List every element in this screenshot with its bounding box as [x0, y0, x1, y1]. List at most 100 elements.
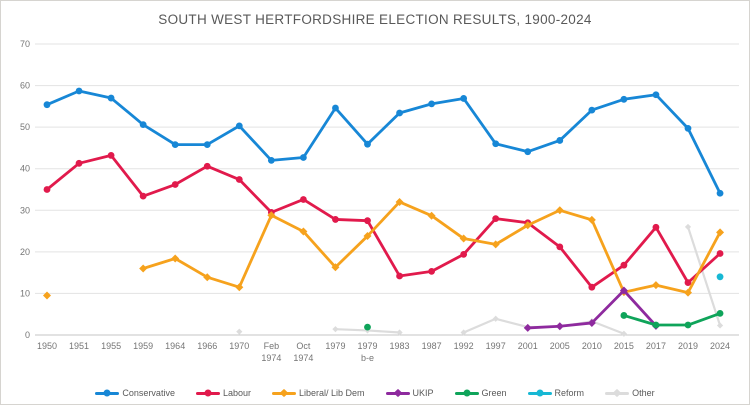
legend-item-green: Green — [454, 388, 507, 398]
x-tick-label: 2024 — [710, 341, 730, 351]
x-tick-label: 2010 — [582, 341, 602, 351]
data-point-liberal-lib-dem — [459, 234, 468, 243]
x-tick-label: 1959 — [133, 341, 153, 351]
data-point-conservative — [524, 148, 532, 156]
x-tick-label: 2005 — [550, 341, 570, 351]
x-tick-label: 1983 — [390, 341, 410, 351]
data-point-conservative — [267, 157, 275, 164]
data-point-labour — [492, 215, 500, 223]
data-point-conservative — [139, 121, 147, 129]
data-point-liberal-lib-dem — [523, 221, 532, 230]
data-point-liberal-lib-dem — [491, 240, 500, 249]
y-tick-label: 40 — [20, 164, 30, 174]
legend-label-ukip: UKIP — [412, 388, 434, 398]
legend-item-other: Other — [605, 388, 655, 398]
x-tick-label: 1987 — [422, 341, 442, 351]
data-point-liberal-lib-dem — [43, 291, 51, 300]
data-point-conservative — [364, 140, 371, 148]
data-point-conservative — [492, 140, 500, 148]
data-point-conservative — [43, 101, 51, 109]
legend-label-labour: Labour — [222, 388, 251, 398]
legend-dot-ukip — [393, 388, 402, 398]
data-point-liberal-lib-dem — [427, 211, 436, 220]
data-point-labour — [428, 267, 435, 275]
legend-marker-labour — [195, 389, 220, 397]
legend-marker-green — [454, 389, 479, 397]
legend-item-reform: Reform — [527, 388, 585, 398]
data-point-ukip — [619, 286, 628, 295]
data-point-labour — [588, 283, 596, 291]
data-point-other — [460, 329, 467, 336]
data-point-liberal-lib-dem — [235, 283, 244, 292]
legend-item-liberal-lib-dem: Liberal/ Lib Dem — [271, 388, 365, 398]
data-point-labour — [107, 152, 115, 159]
x-tick-label: 2015 — [614, 341, 634, 351]
data-point-ukip — [587, 318, 596, 327]
data-point-other — [236, 328, 243, 335]
data-point-liberal-lib-dem — [587, 215, 596, 224]
data-point-labour — [556, 243, 564, 251]
y-tick-label: 0 — [25, 330, 30, 340]
legend-marker-other — [605, 388, 630, 398]
legend-dot-other — [612, 388, 622, 398]
x-tick-label: 1992 — [454, 341, 474, 351]
data-point-liberal-lib-dem — [171, 254, 180, 263]
data-point-conservative — [332, 104, 339, 112]
series-line-labour — [45, 154, 722, 289]
legend-label-green: Green — [481, 388, 507, 398]
y-tick-label: 20 — [20, 247, 30, 257]
legend-marker-reform — [527, 389, 552, 397]
data-point-labour — [716, 250, 724, 257]
legend-marker-ukip — [385, 388, 410, 398]
legend-dot-liberal-lib-dem — [279, 388, 289, 398]
data-point-liberal-lib-dem — [684, 288, 692, 297]
x-tick-label: 1955 — [101, 341, 121, 351]
data-point-ukip — [555, 322, 564, 331]
series-line-other — [686, 225, 722, 327]
data-point-labour — [620, 261, 628, 269]
data-point-labour — [684, 279, 692, 287]
data-point-labour — [396, 272, 403, 280]
legend-label-liberal-lib-dem: Liberal/ Lib Dem — [298, 388, 365, 398]
data-point-liberal-lib-dem — [203, 273, 212, 282]
data-point-conservative — [556, 137, 564, 144]
data-point-labour — [139, 192, 147, 200]
data-point-liberal-lib-dem — [716, 228, 725, 237]
x-tick-label: Oct 1974 — [293, 341, 313, 363]
legend-marker-conservative — [95, 389, 120, 397]
data-point-conservative — [75, 87, 83, 95]
legend-item-conservative: Conservative — [95, 388, 175, 398]
data-point-green — [684, 321, 692, 329]
legend-item-ukip: UKIP — [385, 388, 434, 398]
legend-label-reform: Reform — [554, 388, 585, 398]
x-tick-label: 1979 b-e — [357, 341, 377, 363]
data-point-conservative — [396, 109, 403, 117]
data-point-green — [620, 312, 628, 319]
data-point-liberal-lib-dem — [267, 211, 276, 220]
x-tick-label: Feb 1974 — [261, 341, 281, 363]
data-point-labour — [203, 162, 211, 170]
y-tick-label: 10 — [20, 288, 30, 298]
x-tick-label: 2001 — [518, 341, 538, 351]
x-tick-label: 1979 — [325, 341, 345, 351]
data-point-labour — [460, 250, 468, 258]
x-tick-label: 1964 — [165, 341, 185, 351]
data-point-liberal-lib-dem — [395, 197, 404, 206]
data-point-conservative — [171, 141, 179, 149]
series-line-conservative — [45, 89, 722, 195]
series-line-green — [622, 311, 722, 327]
data-point-labour — [300, 196, 307, 203]
x-tick-label: 1997 — [486, 341, 506, 351]
data-point-ukip — [523, 323, 532, 332]
data-point-liberal-lib-dem — [139, 264, 148, 273]
data-point-conservative — [716, 189, 724, 197]
x-tick-label: 1966 — [197, 341, 217, 351]
data-point-conservative — [652, 91, 660, 99]
legend-label-conservative: Conservative — [122, 388, 175, 398]
data-point-labour — [43, 186, 51, 193]
data-point-liberal-lib-dem — [299, 227, 308, 236]
data-point-conservative — [428, 100, 435, 108]
y-tick-label: 70 — [20, 39, 30, 49]
